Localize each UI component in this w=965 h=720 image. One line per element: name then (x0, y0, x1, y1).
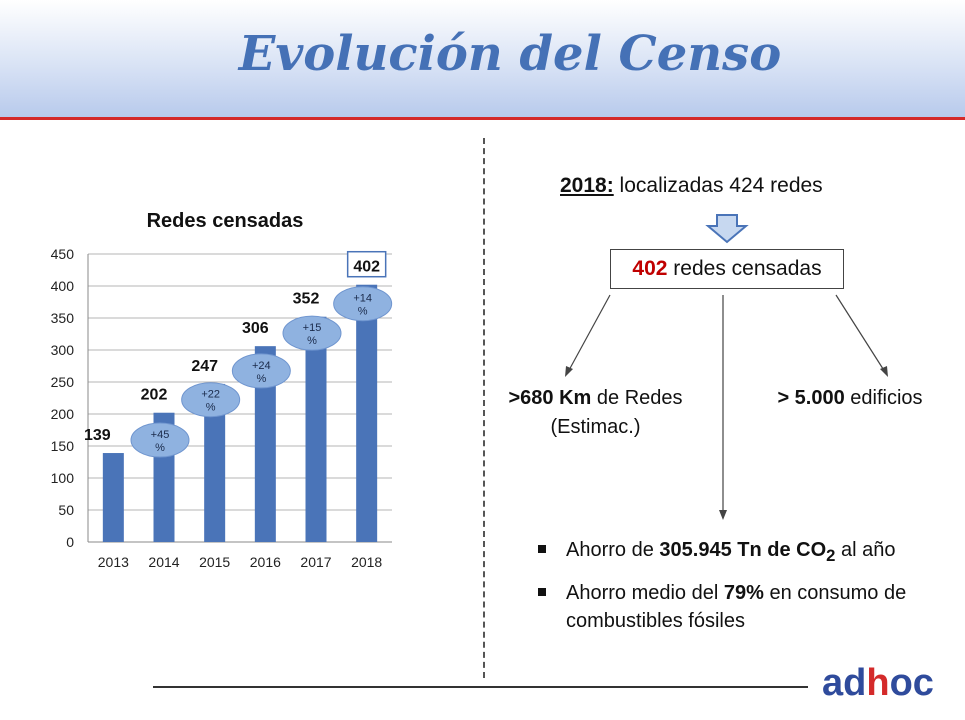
growth-label-unit: % (307, 335, 317, 347)
growth-label: +22 (201, 389, 220, 401)
x-tick-label: 2017 (300, 554, 331, 570)
bullet1-pre: Ahorro de (566, 539, 660, 561)
adhoc-logo: adhoc (822, 662, 934, 705)
km-value: >680 Km (508, 387, 592, 409)
bar (254, 346, 276, 542)
x-tick-label: 2016 (250, 554, 281, 570)
data-label: 139 (84, 427, 111, 444)
y-tick-label: 200 (51, 406, 75, 422)
bullet-icon (538, 545, 546, 553)
x-tick-label: 2013 (98, 554, 129, 570)
bar (356, 284, 378, 542)
list-item: Ahorro medio del 79% en consumo de combu… (538, 579, 938, 635)
y-tick-label: 0 (66, 534, 74, 550)
y-tick-label: 450 (51, 246, 75, 262)
y-tick-label: 100 (51, 470, 75, 486)
bar (102, 453, 124, 542)
bullet1-post: al año (835, 539, 896, 561)
data-label: 202 (141, 387, 168, 404)
growth-ellipse (282, 315, 342, 351)
buildings-item: > 5.000 edificios (760, 384, 940, 413)
bullet2-bold: 79% (723, 582, 764, 604)
censused-count: 402 (632, 257, 668, 280)
growth-label: +14 (353, 293, 372, 305)
slide-title: Evolución del Censo (238, 26, 782, 82)
growth-label-unit: % (256, 373, 266, 385)
bar (305, 316, 327, 542)
y-tick-label: 150 (51, 438, 75, 454)
arrow-right-line (835, 294, 886, 373)
buildings-text: edificios (844, 387, 923, 409)
savings-list: Ahorro de 305.945 Tn de CO2 al año Ahorr… (538, 536, 938, 644)
slide-header (0, 0, 965, 117)
logo-part-b: oc (889, 662, 934, 704)
arrow-left-line (567, 294, 611, 373)
growth-label: +15 (303, 322, 322, 334)
bullet2-post: en consumo de combustibles fósiles (566, 582, 907, 632)
x-tick-label: 2015 (199, 554, 230, 570)
censused-text: redes censadas (667, 257, 822, 280)
data-label: 352 (293, 291, 320, 308)
y-tick-label: 300 (51, 342, 75, 358)
data-label: 306 (242, 320, 269, 337)
arrow-down-head-icon (719, 510, 727, 520)
km-networks-item: >680 Km de Redes (Estimac.) (503, 384, 688, 442)
headline-year: 2018: (560, 174, 614, 197)
growth-ellipse (130, 422, 190, 458)
down-block-arrow-icon (705, 214, 749, 244)
bullet2-pre: Ahorro medio del (566, 582, 724, 604)
bar (204, 383, 226, 542)
data-label: 402 (353, 259, 380, 276)
list-item: Ahorro de 305.945 Tn de CO2 al año (538, 536, 938, 570)
y-tick-label: 250 (51, 374, 75, 390)
km-text: de Redes (Estimac.) (550, 387, 683, 438)
y-tick-label: 350 (51, 310, 75, 326)
logo-part-h: h (866, 662, 890, 704)
growth-label-unit: % (155, 442, 165, 454)
growth-ellipse (181, 382, 241, 418)
data-label: 247 (191, 358, 218, 375)
bullet1-bold: 305.945 Tn de CO2 (659, 539, 835, 565)
chart-title: Redes censadas (146, 210, 304, 232)
y-tick-label: 400 (51, 278, 75, 294)
growth-label: +24 (252, 360, 271, 372)
growth-label-unit: % (358, 306, 368, 318)
bullet-icon (538, 588, 546, 596)
bar-chart: 0 50 100 150 200 250 300 350 400 450 2013 139 2014 20… (51, 246, 393, 570)
growth-ellipse (231, 353, 291, 389)
buildings-value: > 5.000 (777, 387, 845, 409)
x-tick-label: 2014 (148, 554, 179, 570)
arrow-right-head-icon (880, 366, 888, 377)
co2-subscript: 2 (826, 546, 836, 565)
growth-ellipse (333, 286, 393, 322)
growth-label-unit: % (206, 402, 216, 414)
x-tick-label: 2018 (351, 554, 382, 570)
bullet1-bold-text: 305.945 Tn de CO (659, 539, 827, 561)
logo-part-a: ad (822, 662, 867, 704)
arrow-left-head-icon (565, 366, 573, 377)
header-divider (0, 117, 965, 120)
censused-networks-box: 402 redes censadas (610, 249, 844, 289)
headline: 2018: localizadas 424 redes (560, 174, 823, 198)
data-label-box (346, 250, 387, 278)
headline-text: localizadas 424 redes (613, 174, 823, 197)
y-tick-label: 50 (58, 502, 74, 518)
footer-divider (153, 686, 808, 688)
column-divider (483, 138, 485, 678)
growth-label: +45 (151, 429, 170, 441)
